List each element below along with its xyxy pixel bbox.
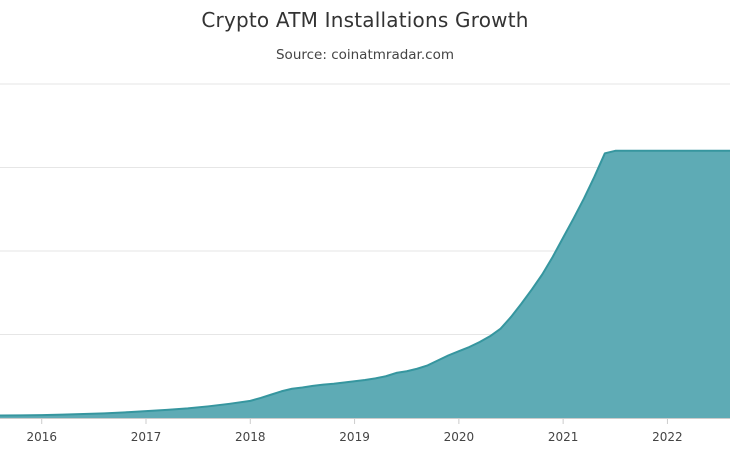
x-tick-label: 2022 — [652, 430, 683, 444]
chart-subtitle: Source: coinatmradar.com — [275, 47, 454, 63]
chart-title: Crypto ATM Installations Growth — [201, 8, 529, 32]
x-tick-label: 2019 — [339, 430, 370, 444]
x-tick-label: 2016 — [26, 430, 57, 444]
series-line — [0, 149, 730, 417]
x-tick-label: 2018 — [235, 430, 266, 444]
x-tick-label: 2021 — [548, 430, 579, 444]
x-tick-label: 2020 — [444, 430, 475, 444]
x-tick-label: 2017 — [131, 430, 162, 444]
series-area — [0, 150, 730, 419]
